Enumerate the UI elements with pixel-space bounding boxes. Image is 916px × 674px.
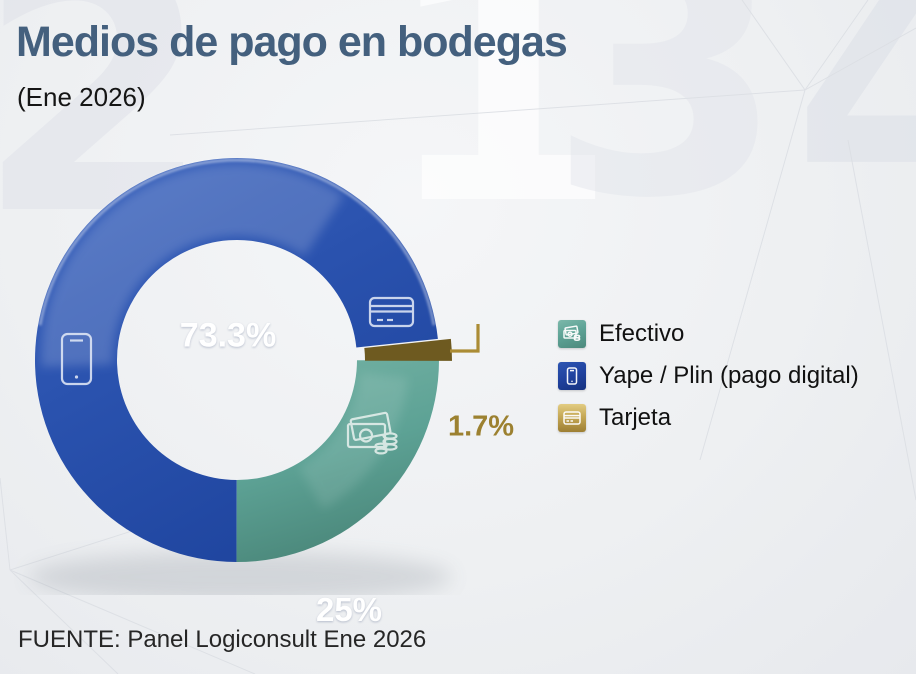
legend-item-yape-plin: Yape / Plin (pago digital) <box>558 362 859 390</box>
smartphone-icon <box>60 332 93 386</box>
gloss-highlight-teal <box>299 372 409 509</box>
page-subtitle: (Ene 2026) <box>17 82 146 112</box>
slice-tarjeta <box>364 338 453 361</box>
tarjeta-leader-line <box>450 324 480 353</box>
label-tarjeta-pct: 1.7% <box>447 410 515 443</box>
gloss-highlight <box>41 163 344 367</box>
efectivo-swatch <box>558 320 586 348</box>
label-efectivo-pct: 25% <box>315 591 383 628</box>
watermark-digit: 4 <box>792 0 916 288</box>
donut-chart: 73.3% 25% 1.7% <box>2 125 542 628</box>
cash-icon <box>346 411 398 455</box>
legend-item-efectivo: Efectivo <box>558 320 859 348</box>
watermark-digit: 3 <box>548 0 785 273</box>
source-note: FUENTE: Panel Logiconsult Ene 2026 <box>18 626 427 653</box>
rim-highlight <box>38 158 436 326</box>
yape-plin-swatch <box>558 362 586 390</box>
legend-label: Yape / Plin (pago digital) <box>599 362 859 389</box>
page-title: Medios de pago en bodegas <box>16 18 568 66</box>
credit-card-icon <box>563 411 581 425</box>
watermark-digit: 1 <box>382 0 619 280</box>
tarjeta-swatch <box>558 404 586 432</box>
label-yape-plin-pct: 73.3% <box>179 316 277 355</box>
credit-card-icon <box>368 296 415 328</box>
smartphone-icon <box>566 367 578 385</box>
legend-item-tarjeta: Tarjeta <box>558 404 859 432</box>
donut-shadow <box>28 551 452 603</box>
cash-icon <box>563 325 581 341</box>
legend: Efectivo Yape / Plin (pago digital) <box>558 320 859 432</box>
legend-label: Tarjeta <box>599 404 672 431</box>
legend-label: Efectivo <box>599 320 685 347</box>
